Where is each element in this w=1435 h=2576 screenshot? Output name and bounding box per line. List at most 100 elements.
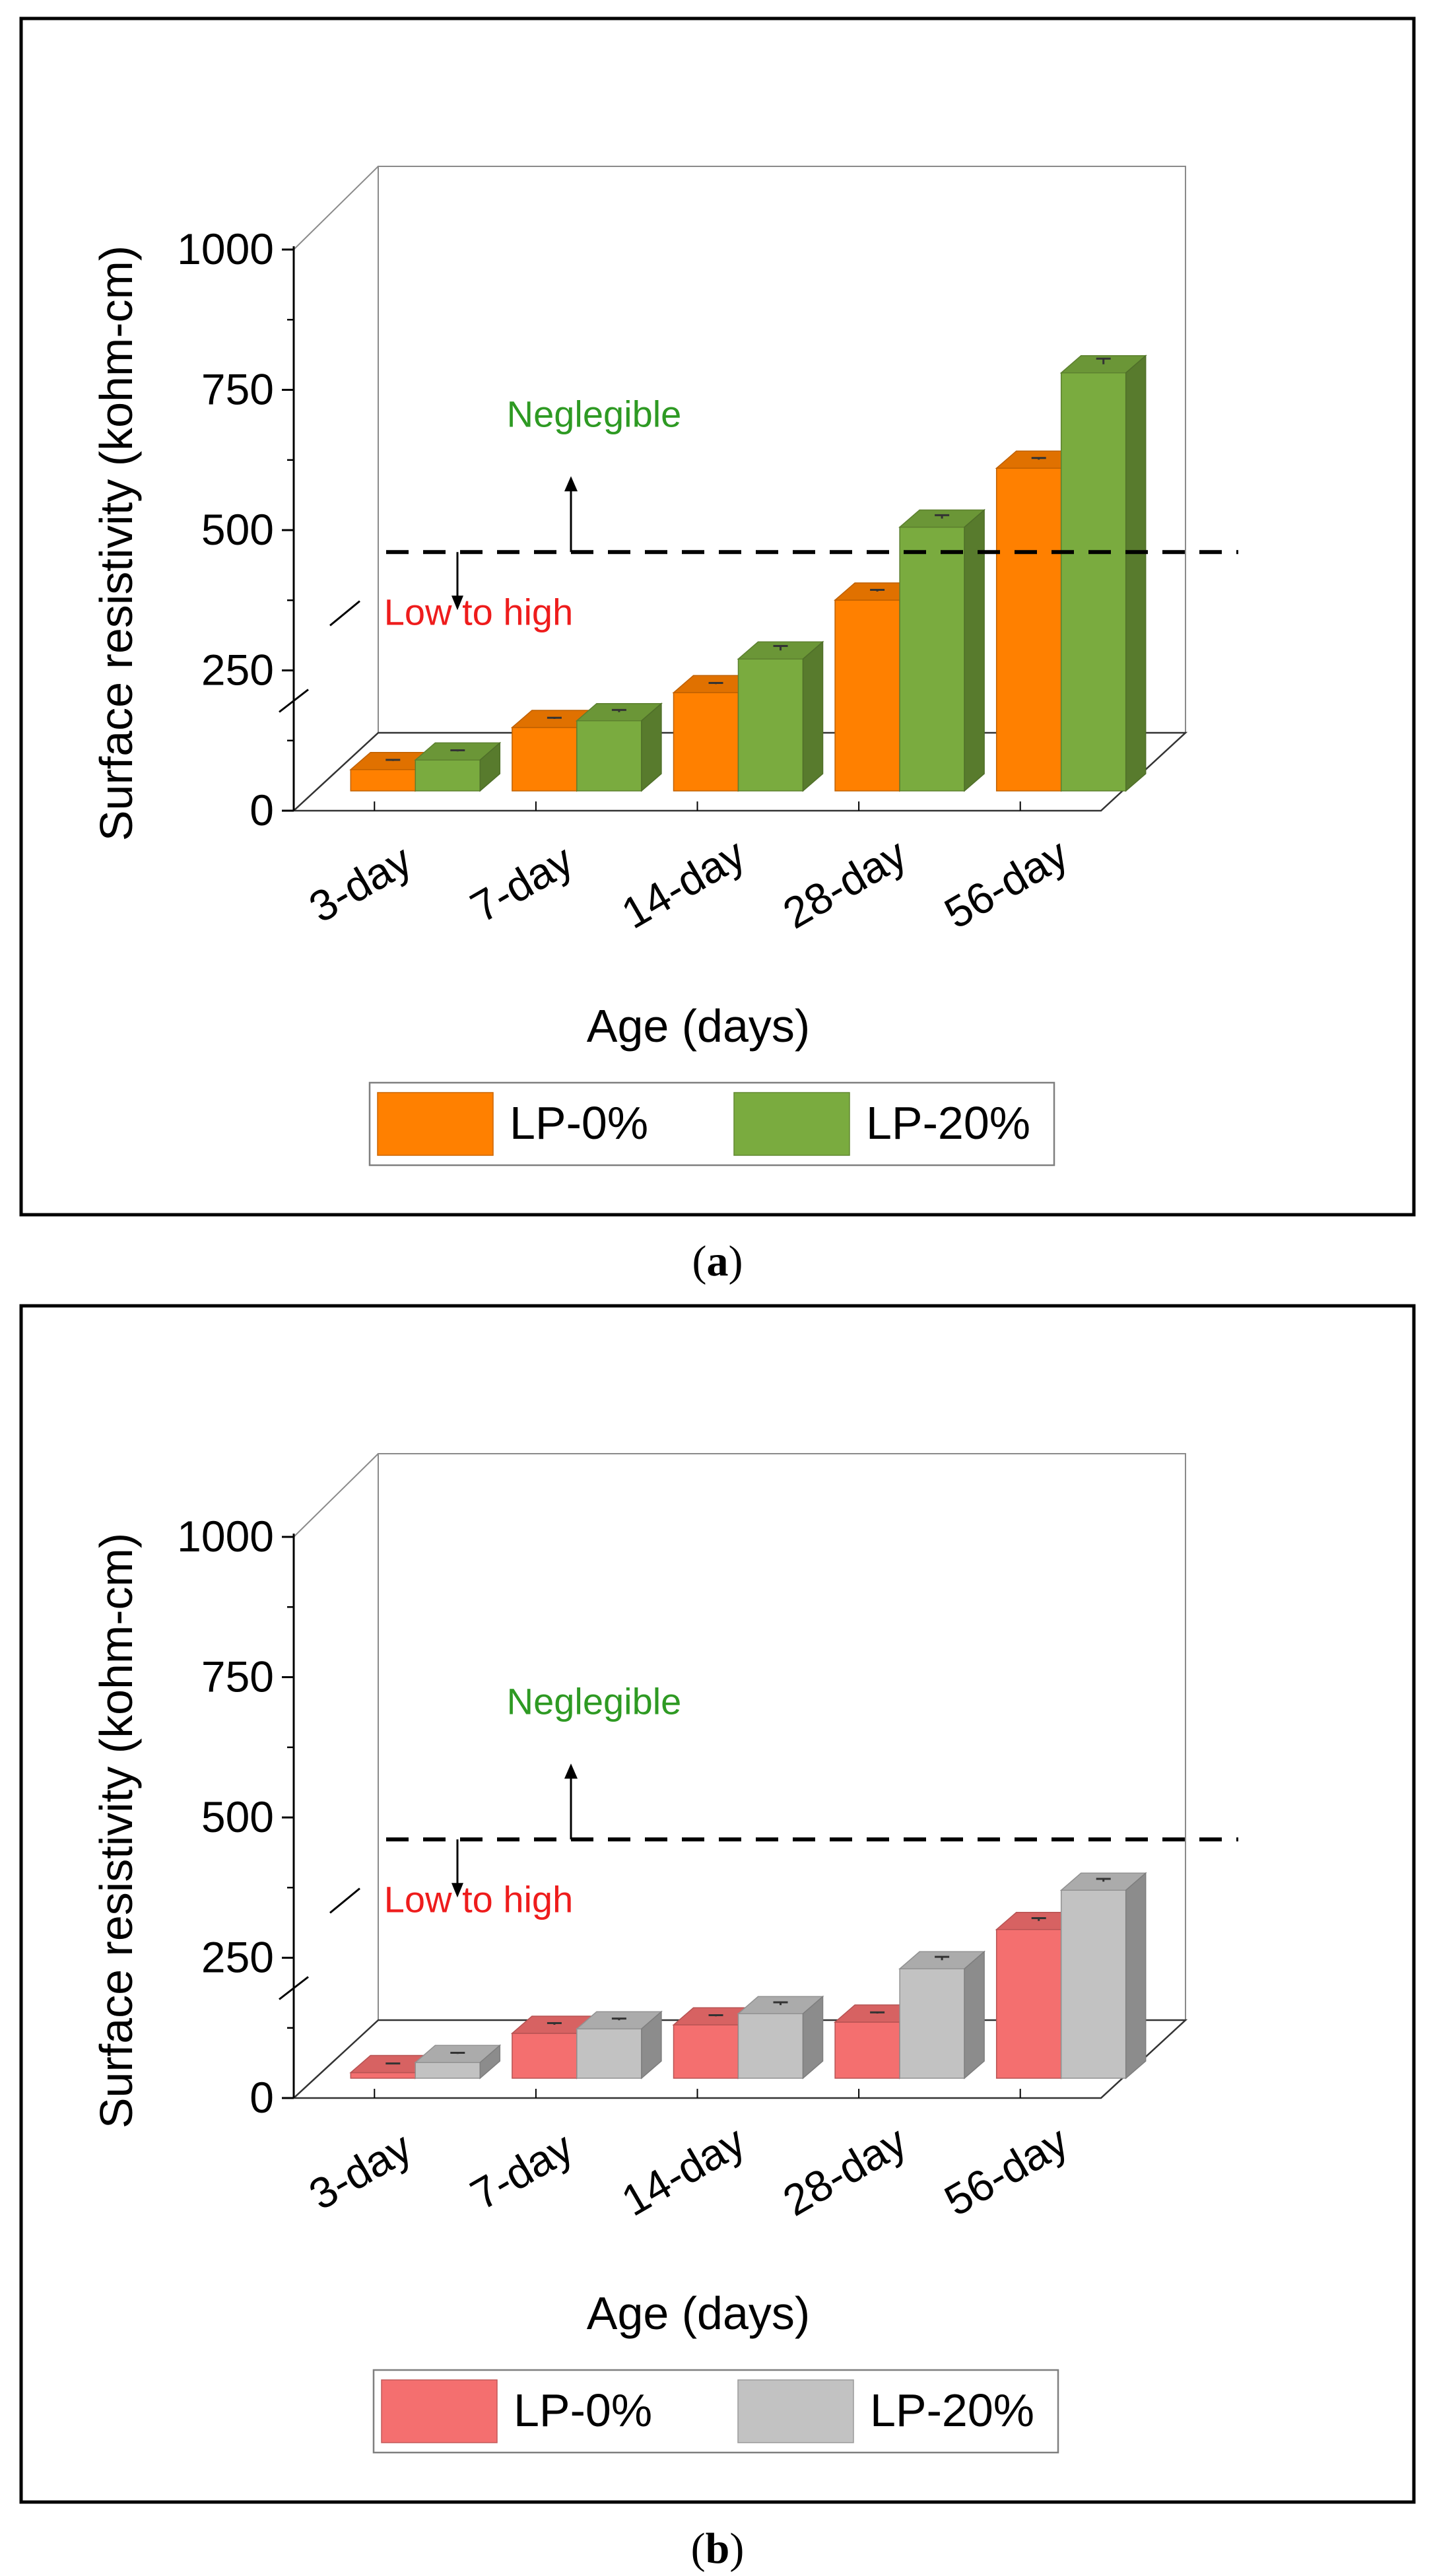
legend: LP-0% LP-20%: [368, 1081, 1055, 1167]
note-neglegible: Neglegible: [507, 393, 682, 434]
y-tick-label: 750: [201, 365, 274, 414]
y-tick-label: 0: [250, 786, 274, 834]
wall-edge: [293, 1453, 379, 1538]
bar-side: [802, 1995, 824, 2080]
x-tick-label: 14-day: [613, 829, 753, 938]
bar-side: [964, 508, 985, 792]
bar-lp20-56-day: [1059, 1872, 1147, 2080]
y-tick-label: 500: [201, 1792, 274, 1841]
axis-break-mark: [329, 1887, 360, 1914]
bar-front: [899, 526, 965, 792]
bar-side: [641, 702, 662, 792]
bar-lp20-7-day: [575, 2010, 663, 2080]
panel-b: 0 250 500 750 1000 Surface resistivity (kohm-…: [19, 1304, 1416, 2573]
caption-open: (: [692, 1237, 707, 1285]
bar-side: [1125, 1872, 1147, 2080]
panel-frame: [19, 1304, 1416, 2504]
bar-front: [512, 727, 578, 792]
back-wall: [378, 1453, 1186, 2020]
bar-front: [350, 2072, 417, 2079]
note-low-to-high: Low to high: [384, 591, 573, 632]
panel-caption: (b): [691, 2525, 745, 2573]
x-tick-label: 28-day: [775, 2117, 915, 2225]
bar-side: [964, 1950, 985, 2080]
bar-side: [1125, 355, 1147, 792]
x-axis-label: Age (days): [587, 1000, 810, 1052]
x-tick-label: 56-day: [936, 2117, 1076, 2225]
bar-lp20-14-day: [737, 1995, 824, 2080]
bar-front: [673, 692, 739, 792]
legend-swatch: [737, 2379, 854, 2443]
legend-label: LP-20%: [870, 2385, 1034, 2436]
y-tick-label: 250: [201, 646, 274, 695]
bar-front: [1060, 372, 1127, 792]
arrow-up-head: [564, 476, 578, 492]
panel-a: 0 250 500 750 1000 Surface resistivity (kohm-…: [19, 17, 1416, 1285]
x-tick-label: 28-day: [775, 829, 915, 938]
bar-front: [899, 1968, 965, 2079]
bar-lp20-28-day: [898, 1950, 986, 2080]
y-tick-label: 500: [201, 505, 274, 554]
panel-frame: [19, 17, 1416, 1217]
y-tick-label: 750: [201, 1652, 274, 1701]
legend-swatch: [733, 1092, 850, 1156]
caption-letter: a: [707, 1237, 729, 1285]
bar-lp20-56-day: [1059, 355, 1147, 792]
y-tick-label: 1000: [177, 224, 274, 273]
bar-front: [834, 599, 900, 792]
x-tick-label: 7-day: [462, 2122, 581, 2220]
arrow-down-head: [451, 1883, 463, 1898]
bar-front: [995, 1929, 1062, 2079]
bar-side: [802, 640, 824, 792]
bar-front: [415, 759, 481, 792]
note-neglegible: Neglegible: [507, 1680, 682, 1722]
axis-break-mark: [279, 689, 309, 713]
bar-front: [995, 467, 1062, 792]
x-axis-label: Age (days): [587, 2288, 810, 2339]
caption-letter: b: [706, 2525, 730, 2573]
x-tick-label: 3-day: [301, 2122, 420, 2220]
arrow-up-head: [564, 1763, 578, 1779]
bar-front: [673, 2024, 739, 2079]
legend-swatch: [377, 1092, 494, 1156]
bar-front: [834, 2021, 900, 2079]
back-wall: [378, 166, 1186, 733]
bar-lp20-3-day: [414, 2044, 502, 2080]
bar-lp20-3-day: [414, 741, 502, 792]
y-axis-label: Surface resistivity (kohm-cm): [90, 246, 142, 841]
wall-edge: [293, 166, 379, 250]
arrow-down-head: [451, 595, 463, 611]
bar-front: [576, 720, 642, 792]
note-low-to-high: Low to high: [384, 1878, 573, 1920]
y-tick-label: 250: [201, 1933, 274, 1982]
bar-side: [479, 741, 501, 792]
bar-front: [415, 2062, 481, 2079]
bar-lp20-7-day: [575, 702, 663, 792]
y-tick-label: 1000: [177, 1512, 274, 1561]
floor: [291, 731, 1188, 812]
axis-break-mark: [329, 600, 360, 627]
legend-label: LP-0%: [510, 1097, 648, 1149]
caption-close: ): [729, 2525, 744, 2573]
y-axis-label: Surface resistivity (kohm-cm): [90, 1533, 142, 2128]
floor: [291, 2019, 1188, 2099]
legend-label: LP-0%: [514, 2385, 652, 2436]
bar-side: [641, 2010, 662, 2080]
bar-front: [512, 2033, 578, 2079]
x-tick-label: 56-day: [936, 829, 1076, 938]
legend: LP-0% LP-20%: [372, 2369, 1059, 2454]
bar-front: [737, 658, 804, 792]
legend-swatch: [381, 2379, 498, 2443]
x-tick-label: 14-day: [613, 2117, 753, 2225]
bar-front: [350, 768, 417, 792]
caption-open: (: [691, 2525, 706, 2573]
caption-close: ): [729, 1237, 743, 1285]
bar-front: [737, 2013, 804, 2079]
bar-side: [479, 2044, 501, 2080]
x-tick-label: 7-day: [462, 835, 581, 932]
legend-label: LP-20%: [866, 1097, 1030, 1149]
bar-front: [576, 2028, 642, 2079]
x-tick-label: 3-day: [301, 835, 420, 932]
axis-break-mark: [279, 1976, 309, 2000]
